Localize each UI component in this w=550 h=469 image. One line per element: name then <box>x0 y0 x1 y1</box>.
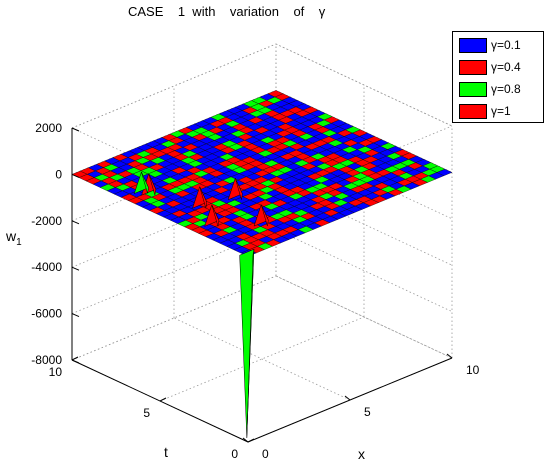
legend-swatch <box>459 103 487 119</box>
z-tick <box>71 220 80 225</box>
legend-swatch <box>459 37 487 53</box>
t-tick <box>159 397 167 402</box>
grid-line <box>71 43 277 129</box>
t-tick-label: 10 <box>49 365 63 379</box>
t-tick <box>71 356 79 361</box>
legend-label: γ=0.8 <box>491 82 521 96</box>
axis-frame <box>71 127 453 443</box>
min-spike <box>239 248 255 438</box>
surface-mesh <box>71 90 453 257</box>
grid-line <box>71 275 453 361</box>
x-tick-label: 5 <box>364 405 371 419</box>
grid-line <box>159 316 365 402</box>
x-tick-label: 10 <box>466 363 480 377</box>
t-tick-label: 5 <box>143 406 150 420</box>
z-tick <box>71 173 80 178</box>
t-tick-label: 0 <box>231 447 238 461</box>
legend-item: γ=0.4 <box>459 58 521 76</box>
max-spike <box>235 178 243 200</box>
legend: γ=0.1 γ=0.4 γ=0.8 γ=1 <box>452 31 544 123</box>
z-tick-label: 2000 <box>35 121 62 135</box>
max-spike <box>148 173 157 196</box>
z-tick-label: 0 <box>55 167 62 181</box>
z-tick-label: -8000 <box>31 353 62 367</box>
x-tick <box>344 395 351 401</box>
legend-label: γ=0.1 <box>491 38 521 52</box>
grid-line <box>71 275 277 361</box>
max-spike <box>260 204 269 227</box>
x-tick <box>242 437 249 443</box>
max-spike <box>199 186 208 209</box>
chart-title: CASE 1 with variation of γ <box>128 4 326 19</box>
legend-swatch <box>459 59 487 75</box>
x-tick <box>446 353 453 359</box>
x-tick-label: 0 <box>262 447 269 461</box>
x-axis-label: x <box>358 446 365 462</box>
legend-item: γ=0.1 <box>459 36 521 54</box>
legend-label: γ=1 <box>491 104 511 118</box>
z-tick <box>71 266 80 271</box>
legend-item: γ=1 <box>459 102 511 120</box>
z-axis-label-text: w <box>6 228 17 244</box>
grid-line <box>275 275 453 359</box>
legend-item: γ=0.8 <box>459 80 521 98</box>
grid-line <box>173 317 351 401</box>
legend-label: γ=0.4 <box>491 60 521 74</box>
max-spike <box>211 204 220 227</box>
z-tick <box>71 313 80 318</box>
z-axis-label-sub: 1 <box>16 236 22 248</box>
t-tick <box>247 438 255 443</box>
z-axis-label: w1 <box>6 228 22 248</box>
z-tick <box>71 127 80 132</box>
z-tick-label: -2000 <box>31 214 62 228</box>
surface-spikes <box>133 171 269 438</box>
z-tick <box>71 359 80 364</box>
grid-line <box>275 43 453 127</box>
tick-labels: 2000 0 -2000 -4000 -6000 -8000 0 5 10 0 5 10 <box>31 121 479 461</box>
legend-swatch <box>459 81 487 97</box>
z-tick-label: -4000 <box>31 260 62 274</box>
z-tick-label: -6000 <box>31 307 62 321</box>
min-spike <box>246 249 255 438</box>
max-spike <box>141 171 149 194</box>
t-axis-label: t <box>164 444 168 460</box>
